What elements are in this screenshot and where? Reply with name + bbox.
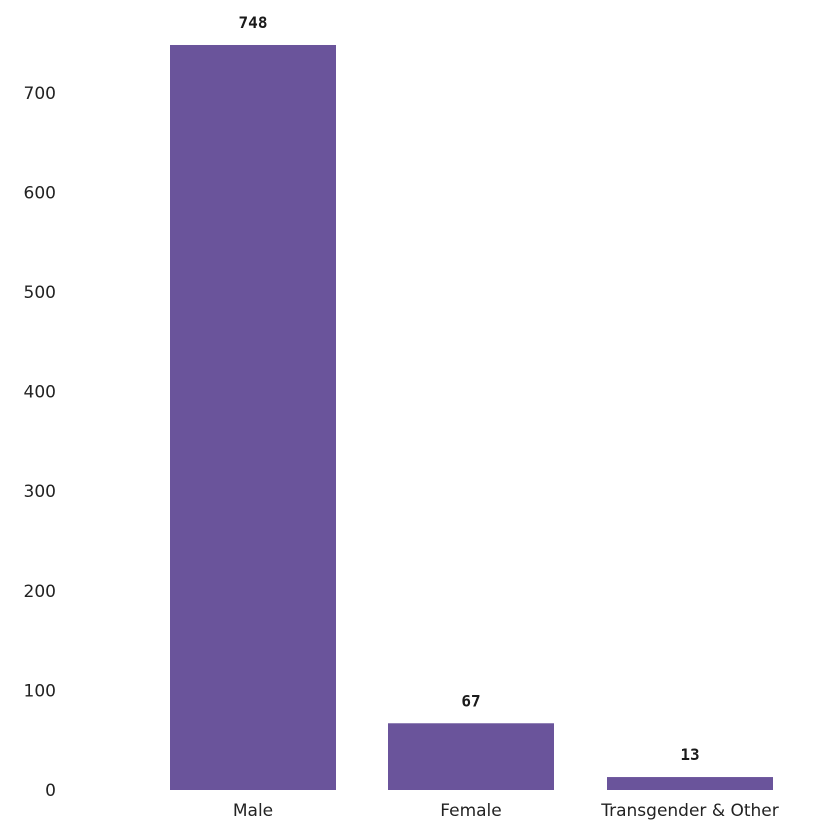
x-tick-label: Transgender & Other [600,801,779,821]
bar-female [388,723,554,790]
x-tick-label: Male [233,801,273,821]
bar-male [170,44,336,790]
y-tick-label: 200 [24,582,56,602]
y-tick-label: 0 [45,781,56,801]
y-axis-ticks: 0 100 200 300 400 500 600 700 [24,84,56,801]
y-tick-label: 400 [24,383,56,403]
y-tick-label: 600 [24,183,56,203]
data-label: 748 [239,13,268,32]
data-labels: 748 67 13 [239,13,700,764]
y-tick-label: 500 [24,283,56,303]
x-axis-ticks: Male Female Transgender & Other [233,801,779,821]
x-tick-label: Female [440,801,501,821]
y-tick-label: 300 [24,482,56,502]
bar-transgender-other [607,777,773,790]
y-tick-label: 700 [24,84,56,104]
data-label: 67 [461,691,480,710]
bars [170,44,773,790]
y-tick-label: 100 [24,681,56,701]
data-label: 13 [680,745,699,764]
